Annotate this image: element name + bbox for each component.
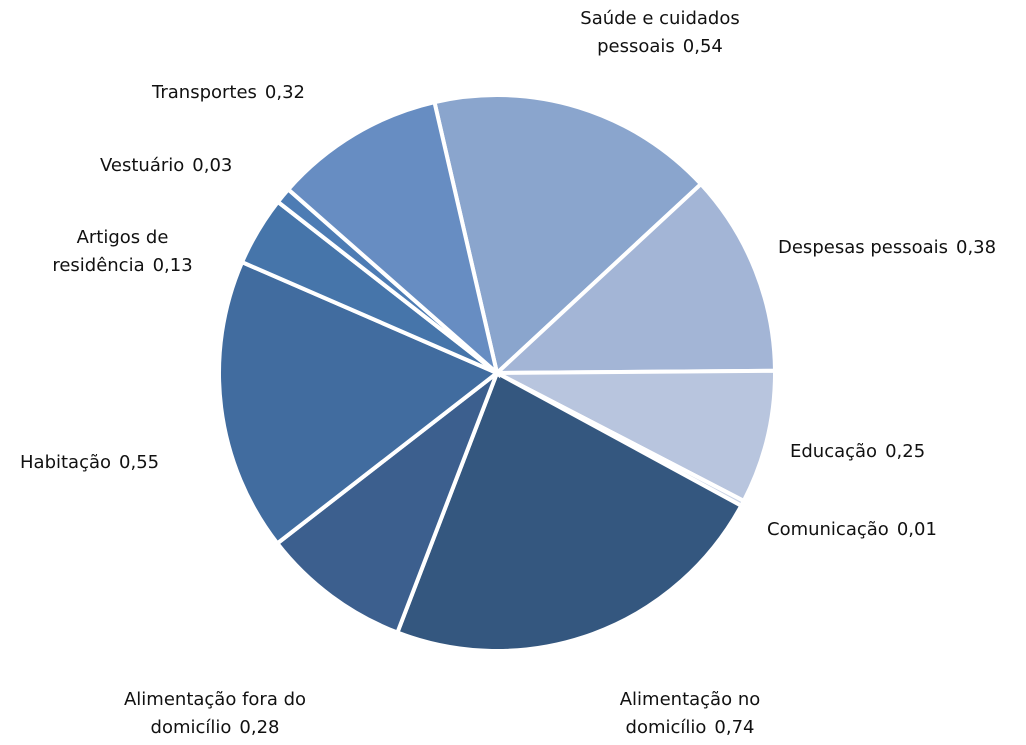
pie-slice bbox=[217, 259, 501, 547]
pie-slice bbox=[491, 181, 778, 376]
value-label: 0,32 bbox=[264, 82, 305, 103]
category-name: Vestuário bbox=[100, 155, 185, 176]
value-label: 0,28 bbox=[239, 717, 280, 738]
category-name: Alimentação no domicílio bbox=[619, 689, 761, 738]
category-name: Educação bbox=[790, 441, 878, 462]
category-name: Despesas pessoais bbox=[778, 237, 948, 258]
pie-slice bbox=[274, 367, 502, 636]
slice-label: Alimentação fora do domicílio 0,28 bbox=[100, 686, 330, 742]
slice-label: Comunicação 0,01 bbox=[767, 516, 1017, 544]
slice-label: Despesas pessoais 0,38 bbox=[778, 234, 1026, 262]
category-name: Artigos de residência bbox=[52, 227, 169, 276]
value-label: 0,25 bbox=[885, 441, 926, 462]
value-label: 0,54 bbox=[682, 36, 723, 57]
value-label: 0,74 bbox=[714, 717, 755, 738]
value-label: 0,55 bbox=[119, 452, 160, 473]
slice-label: Artigos de residência 0,13 bbox=[5, 224, 240, 280]
slice-label: Saúde e cuidados pessoais 0,54 bbox=[560, 5, 760, 61]
category-name: Habitação bbox=[20, 452, 112, 473]
category-name: Saúde e cuidados pessoais bbox=[580, 8, 740, 57]
value-label: 0,01 bbox=[896, 519, 937, 540]
pie-slice bbox=[285, 99, 501, 379]
value-label: 0,03 bbox=[192, 155, 233, 176]
category-name: Transportes bbox=[152, 82, 257, 103]
slice-label: Habitação 0,55 bbox=[20, 449, 240, 477]
slice-label: Alimentação no domicílio 0,74 bbox=[590, 686, 790, 742]
slice-label: Transportes 0,32 bbox=[152, 79, 372, 107]
category-name: Alimentação fora do domicílio bbox=[123, 689, 307, 738]
slice-label: Vestuário 0,03 bbox=[100, 152, 300, 180]
pie-slice bbox=[394, 370, 744, 653]
pie-slice bbox=[496, 368, 777, 504]
slice-label: Educação 0,25 bbox=[790, 438, 990, 466]
value-label: 0,13 bbox=[152, 255, 193, 276]
value-label: 0,38 bbox=[956, 237, 997, 258]
category-name: Comunicação bbox=[767, 519, 889, 540]
pie-slice bbox=[432, 93, 704, 377]
